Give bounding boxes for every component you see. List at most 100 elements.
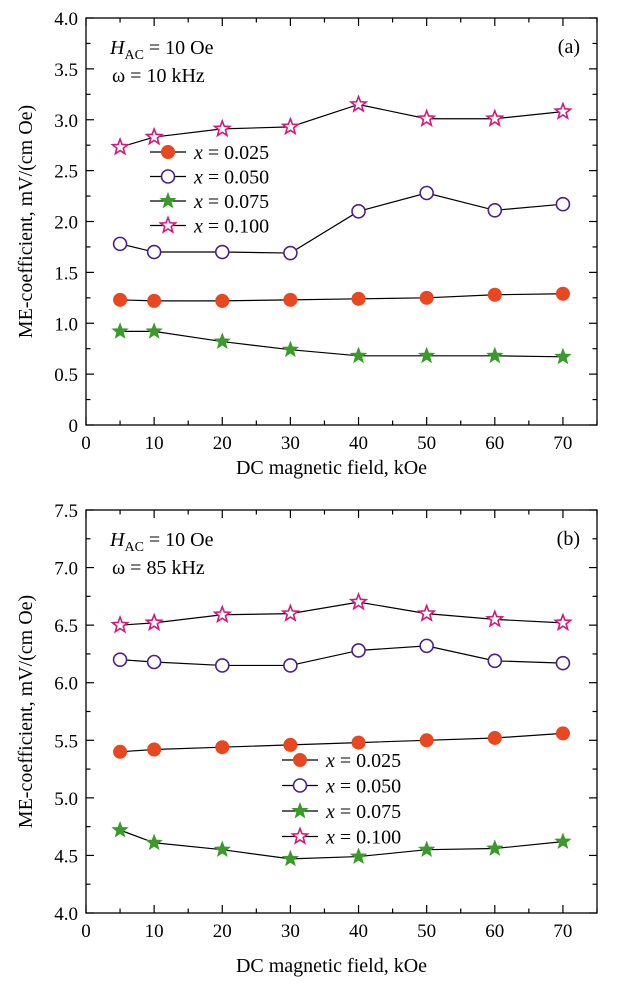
data-point: [487, 287, 502, 302]
data-point: [348, 591, 369, 611]
legend-marker: [290, 826, 310, 845]
data-point: [147, 742, 162, 757]
panel-label: (b): [557, 528, 580, 550]
data-point: [419, 638, 434, 654]
x-axis-title: DC magnetic field, kOe: [236, 457, 427, 479]
y-tick-label: 3.0: [54, 111, 78, 132]
y-tick-label: 6.5: [54, 616, 78, 637]
x-tick-label: 70: [553, 921, 572, 942]
x-tick-label: 50: [417, 433, 436, 454]
series-line: [120, 732, 563, 753]
legend-label: x = 0.100: [325, 827, 401, 849]
panel-label: (a): [558, 36, 580, 58]
x-tick-label: 70: [553, 433, 572, 454]
data-point: [487, 730, 502, 745]
legend-marker: [161, 145, 175, 159]
series-x-0100: [110, 94, 573, 156]
data-point: [417, 840, 436, 858]
data-point: [555, 286, 570, 301]
x-tick-label: 60: [485, 433, 504, 454]
x-tick-label: 30: [281, 433, 300, 454]
data-point: [144, 126, 164, 146]
data-point: [212, 604, 233, 624]
y-tick-label: 4.0: [54, 904, 78, 925]
y-tick-label: 6.0: [54, 674, 78, 695]
data-point: [485, 609, 505, 628]
data-point: [213, 332, 231, 349]
y-tick-label: 5.0: [54, 789, 78, 810]
series-line: [119, 192, 563, 254]
legend: x = 0.025 x = 0.050 x = 0.075 x = 0.100: [282, 750, 401, 849]
legend-label: x = 0.025: [193, 142, 269, 164]
data-point: [555, 726, 570, 741]
legend-label: x = 0.025: [325, 750, 401, 772]
y-tick-label: 7.0: [54, 559, 78, 580]
data-point: [110, 614, 130, 634]
data-point: [110, 136, 130, 156]
series-x-0050: [112, 185, 571, 261]
data-point: [351, 204, 366, 219]
legend-label: x = 0.050: [325, 776, 401, 798]
data-point: [351, 291, 366, 306]
h-ac-annotation: HAC = 10 Oe: [109, 37, 214, 63]
legend-label: x = 0.100: [193, 216, 269, 238]
data-point: [144, 612, 164, 632]
frequency-annotation: ω = 85 kHz: [112, 557, 205, 579]
data-point: [554, 347, 572, 365]
legend-label: x = 0.075: [325, 801, 401, 823]
x-tick-label: 10: [145, 921, 164, 942]
x-tick-label: 50: [417, 921, 436, 942]
series-x-0025: [113, 286, 570, 308]
legend-label: x = 0.050: [193, 167, 269, 189]
y-tick-label: 3.5: [54, 60, 78, 81]
y-tick-label: 1.0: [54, 314, 78, 335]
y-tick-label: 0: [69, 416, 79, 437]
series-line: [119, 829, 563, 860]
data-point: [283, 245, 298, 261]
data-point: [555, 196, 571, 212]
series-x-0025: [113, 726, 570, 759]
data-point: [145, 322, 163, 339]
x-tick-label: 10: [145, 433, 164, 454]
y-tick-label: 1.5: [54, 263, 78, 284]
legend-marker: [160, 169, 176, 184]
x-tick-label: 0: [81, 433, 91, 454]
series-x-0100: [110, 591, 573, 634]
x-tick-label: 0: [81, 921, 91, 942]
data-point: [419, 185, 434, 201]
data-point: [417, 346, 436, 364]
y-tick-label: 2.0: [54, 213, 78, 234]
legend-marker: [291, 801, 309, 819]
data-point: [349, 346, 368, 364]
x-tick-label: 20: [213, 433, 232, 454]
data-point: [281, 340, 300, 358]
data-point: [351, 735, 366, 750]
data-point: [214, 244, 230, 260]
y-axis-title: ME-coefficient, mV/(cm Oe): [15, 105, 37, 338]
series-line: [120, 645, 563, 667]
data-point: [214, 658, 230, 673]
series-line: [120, 293, 563, 302]
data-point: [283, 737, 298, 752]
series-x-0075: [111, 322, 572, 365]
data-point: [553, 101, 573, 120]
series-x-0050: [112, 638, 571, 673]
data-point: [112, 236, 128, 252]
data-point: [419, 290, 434, 305]
data-point: [111, 820, 129, 838]
data-point: [215, 740, 230, 755]
y-tick-label: 4.5: [54, 846, 78, 867]
data-point: [280, 603, 301, 622]
series-x-0075: [111, 820, 572, 867]
x-tick-label: 40: [349, 433, 368, 454]
data-point: [419, 733, 434, 748]
data-point: [487, 653, 503, 669]
data-point: [213, 840, 231, 858]
data-point: [146, 244, 162, 260]
panel-a: 0 10 20 30 40 50 60 70 0 0.5 1.0 1.5 2.0 2.5 3.0 3.5 4.0…: [15, 9, 598, 479]
series-line: [120, 601, 563, 626]
data-point: [215, 293, 230, 308]
data-point: [351, 643, 366, 658]
legend-marker: [293, 753, 307, 767]
